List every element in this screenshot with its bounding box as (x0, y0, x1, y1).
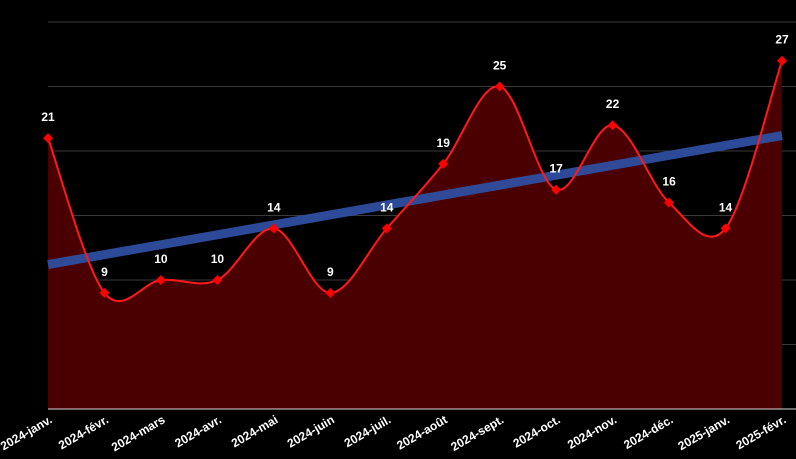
data-point-marker (325, 287, 336, 298)
x-tick-label: 2024-nov. (565, 412, 619, 451)
x-tick-label: 2024-févr. (56, 412, 111, 452)
data-point-marker (438, 158, 449, 169)
data-point-marker (720, 223, 731, 234)
data-markers (43, 55, 787, 298)
x-tick-label: 2024-oct. (511, 412, 563, 450)
x-tick-label: 2024-janv. (0, 412, 54, 453)
data-point-marker (607, 120, 618, 131)
data-labels: 21 9 10 10 14 9 14 19 25 17 22 16 14 27 (41, 33, 789, 279)
data-point-marker (268, 223, 279, 234)
data-point-marker (381, 223, 392, 234)
x-tick-label: 2025-janv. (676, 412, 732, 453)
data-point-marker (494, 81, 505, 92)
data-point-marker (155, 275, 166, 285)
x-tick-label: 2024-juil. (342, 412, 393, 450)
data-label: 10 (211, 252, 225, 266)
x-tick-label: 2024-déc. (621, 412, 675, 451)
data-point-marker (664, 197, 675, 208)
data-label: 17 (549, 162, 563, 176)
data-label: 21 (41, 110, 55, 124)
data-point-marker (551, 184, 562, 195)
data-point-marker (99, 287, 110, 298)
x-tick-label: 2024-mai (229, 412, 280, 450)
data-point-marker (212, 275, 223, 285)
data-label: 10 (154, 252, 168, 266)
data-label: 14 (267, 200, 281, 214)
data-label: 9 (101, 265, 108, 279)
x-tick-label: 2024-août (394, 412, 450, 452)
x-tick-label: 2024-juin (285, 412, 337, 450)
x-tick-label: 2025-févr. (734, 412, 789, 452)
data-label: 9 (327, 265, 334, 279)
trend-line (47, 131, 783, 269)
data-label: 14 (380, 200, 394, 214)
x-tick-label: 2024-sept. (448, 412, 506, 453)
data-point-marker (43, 133, 53, 144)
series-area-fill (48, 60, 782, 409)
x-tick-label: 2024-avr. (172, 412, 224, 450)
data-label: 14 (719, 200, 733, 214)
data-label: 19 (437, 136, 451, 150)
data-point-marker (777, 55, 787, 66)
x-tick-label: 2024-mars (109, 412, 168, 454)
data-label: 25 (493, 59, 507, 73)
x-axis-tick-labels: 2024-janv. 2024-févr.2024-mars 2024-avr. 20… (0, 412, 789, 454)
data-label: 22 (606, 97, 620, 111)
data-label: 27 (775, 33, 789, 47)
data-label: 16 (662, 175, 676, 189)
